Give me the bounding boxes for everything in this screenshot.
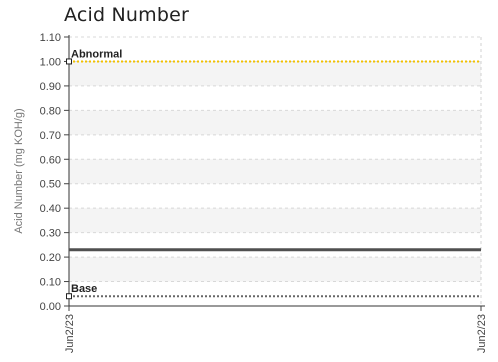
threshold-label: Abnormal — [71, 48, 122, 60]
y-axis-title: Acid Number (mg KOH/g) — [13, 108, 25, 233]
y-tick-label: 0.80 — [40, 105, 61, 117]
y-tick-label: 0.90 — [40, 81, 61, 93]
threshold-label: Base — [71, 283, 97, 295]
y-tick-label: 0.30 — [40, 228, 61, 240]
axes — [68, 35, 485, 307]
plot-bands — [69, 61, 481, 282]
y-tick-label: 1.10 — [40, 32, 61, 44]
y-tick-label: 0.70 — [40, 130, 61, 142]
x-tick-label: Jun2/23 — [64, 314, 76, 353]
y-axis-ticks: 0.00 0.10 0.20 0.30 0.40 0.50 0.60 0.70 0.80 0.90… — [40, 32, 69, 313]
y-tick-label: 0.00 — [40, 301, 61, 313]
x-tick-label: Jun2/23 — [476, 314, 488, 353]
plot-band — [69, 110, 481, 135]
y-tick-label: 1.00 — [40, 56, 61, 68]
y-tick-label: 0.40 — [40, 203, 61, 215]
threshold-lines: Abnormal Base — [66, 48, 481, 300]
y-tick-label: 0.10 — [40, 277, 61, 289]
y-tick-label: 0.20 — [40, 252, 61, 264]
plot-band — [69, 257, 481, 282]
threshold-marker — [66, 293, 72, 300]
y-tick-label: 0.50 — [40, 179, 61, 191]
plot-band — [69, 159, 481, 184]
y-tick-label: 0.60 — [40, 154, 61, 166]
plot-band — [69, 208, 481, 233]
x-axis-ticks: Jun2/23 Jun2/23 — [64, 306, 488, 353]
plot-band — [69, 61, 481, 86]
chart-title: Acid Number — [64, 4, 190, 26]
threshold-marker — [66, 58, 72, 65]
